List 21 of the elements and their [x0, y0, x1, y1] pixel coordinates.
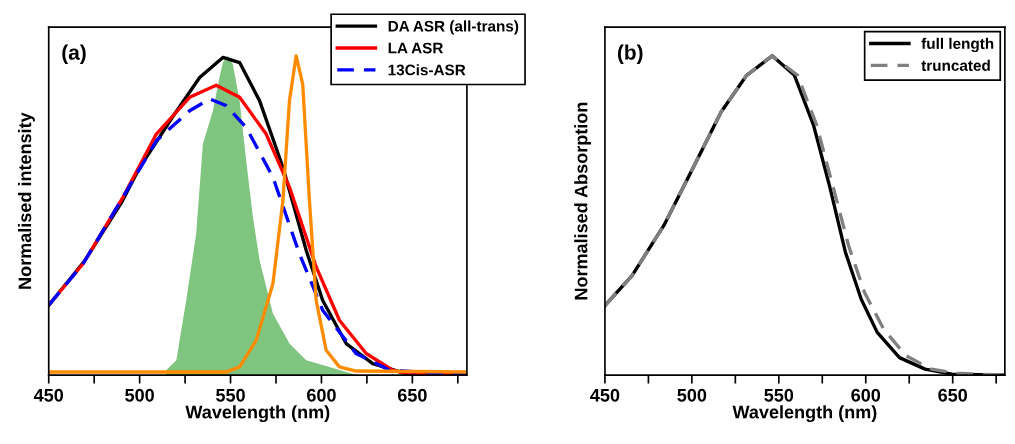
x-tick-label: 550	[216, 388, 245, 402]
x-tick-label: 450	[590, 388, 620, 402]
legend-label: LA ASR	[388, 42, 444, 54]
x-tick-label: 500	[677, 388, 707, 402]
annotation: (b)	[617, 44, 643, 64]
x-axis-title: Wavelength (nm)	[185, 405, 330, 423]
legend-label: DA ASR (all-trans)	[388, 20, 519, 35]
x-tick-label: 500	[125, 388, 154, 402]
annotation: (a)	[62, 44, 86, 64]
x-tick-label: 450	[33, 388, 64, 402]
x-tick-label: 550	[764, 388, 794, 402]
legend-label: 13Cis-ASR	[388, 64, 466, 76]
y-axis-title: Normalised Absorption	[574, 102, 592, 300]
legend-label: truncated	[921, 59, 990, 71]
x-tick-label: 650	[397, 388, 427, 402]
x-tick-label: 600	[307, 388, 336, 402]
x-tick-label: 600	[851, 388, 881, 402]
y-axis-title: Normalised intensity	[18, 112, 35, 289]
x-tick-label: 650	[938, 388, 968, 402]
x-axis-title: Wavelength (nm)	[732, 405, 877, 423]
legend-label: full length	[921, 37, 994, 53]
